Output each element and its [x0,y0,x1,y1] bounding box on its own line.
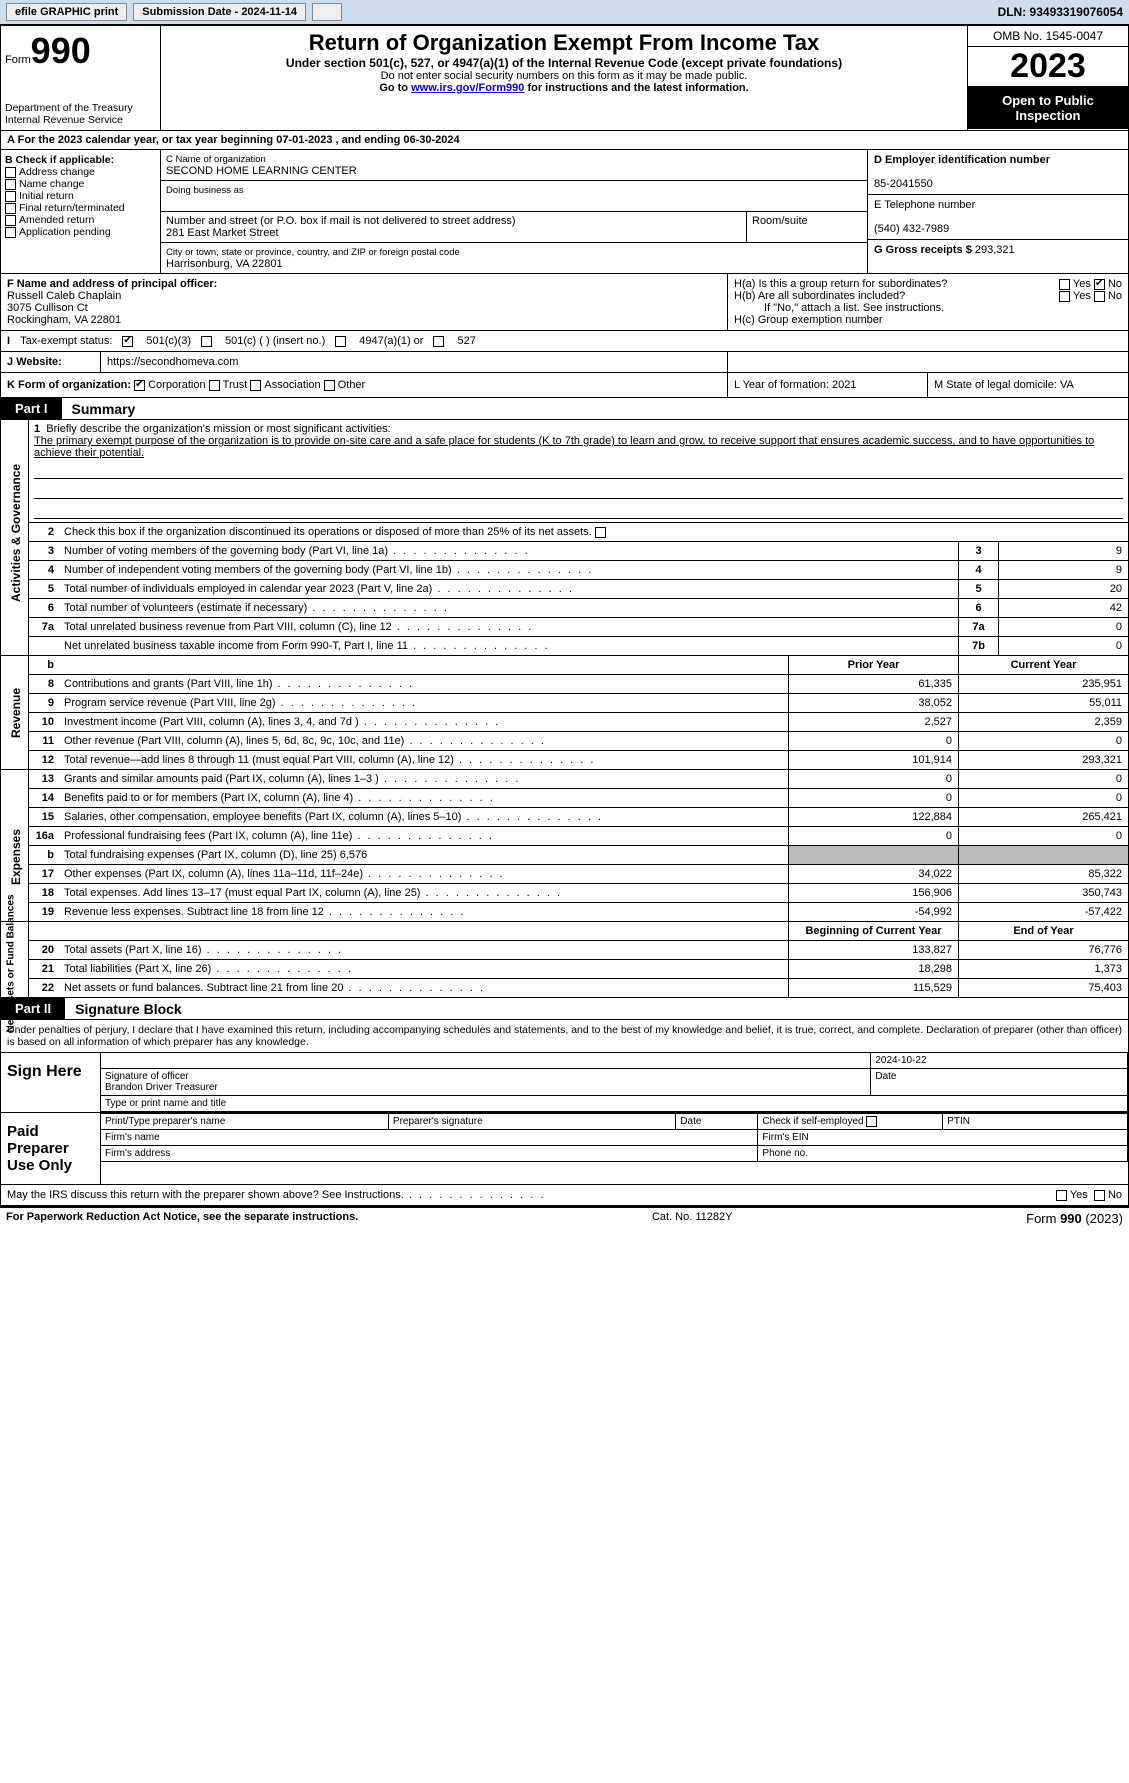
exp-section: Expenses 13Grants and similar amounts pa… [0,770,1129,922]
telephone: (540) 432-7989 [874,223,949,235]
officer-block: F Name and address of principal officer:… [0,274,1129,331]
form-word: Form [5,54,31,66]
hb-yes[interactable] [1059,291,1070,302]
chk-address[interactable] [5,167,16,178]
irs-link[interactable]: www.irs.gov/Form990 [411,82,524,94]
chk-amended[interactable] [5,215,16,226]
cal-year-row: A For the 2023 calendar year, or tax yea… [0,131,1129,150]
chk-501c[interactable] [201,336,212,347]
dln: DLN: 93493319076054 [998,5,1123,19]
header-goto: Go to www.irs.gov/Form990 for instructio… [165,82,963,94]
chk-initial[interactable] [5,191,16,202]
section-c: C Name of organizationSECOND HOME LEARNI… [161,150,868,273]
may-irs-row: May the IRS discuss this return with the… [0,1185,1129,1206]
omb: OMB No. 1545-0047 [968,26,1128,47]
gross-receipts: 293,321 [975,244,1015,256]
may-no[interactable] [1094,1190,1105,1201]
section-d: D Employer identification number85-20415… [868,150,1128,273]
info-block: B Check if applicable: Address change Na… [0,150,1129,274]
chk-self-employed[interactable] [866,1116,877,1127]
tax-year: 2023 [968,47,1128,87]
footer: For Paperwork Reduction Act Notice, see … [0,1206,1129,1229]
gov-section: Activities & Governance 1 Briefly descri… [0,420,1129,656]
tax-status-row: I Tax-exempt status: 501(c)(3) 501(c) ( … [0,331,1129,352]
street: 281 East Market Street [166,227,279,239]
chk-assoc[interactable] [250,380,261,391]
mission-block: 1 Briefly describe the organization's mi… [29,420,1128,523]
submission-btn[interactable]: Submission Date - 2024-11-14 [133,3,306,21]
officer-name: Russell Caleb Chaplain [7,290,121,302]
chk-527[interactable] [433,336,444,347]
header: Form990 Department of the Treasury Inter… [0,25,1129,131]
rev-section: Revenue bPrior YearCurrent Year 8Contrib… [0,656,1129,770]
efile-btn[interactable]: efile GRAPHIC print [6,3,127,21]
blank-btn[interactable] [312,3,342,21]
topbar: efile GRAPHIC print Submission Date - 20… [0,0,1129,25]
chk-501c3[interactable] [122,336,133,347]
chk-trust[interactable] [209,380,220,391]
chk-final[interactable] [5,203,16,214]
part2-header: Part II Signature Block [0,998,1129,1020]
hb-no[interactable] [1094,291,1105,302]
ein: 85-2041550 [874,178,933,190]
officer-sig: Brandon Driver Treasurer [105,1082,218,1093]
sign-date: 2024-10-22 [871,1053,1128,1069]
mission-text: The primary exempt purpose of the organi… [34,435,1094,459]
part1-header: Part I Summary [0,398,1129,420]
state-domicile: M State of legal domicile: VA [928,373,1128,397]
form-org-row: K Form of organization: Corporation Trus… [0,373,1129,398]
website-row: J Website: https://secondhomeva.com [0,352,1129,373]
net-section: Net Assets or Fund Balances Beginning of… [0,922,1129,998]
chk-4947[interactable] [335,336,346,347]
chk-other[interactable] [324,380,335,391]
header-ssn: Do not enter social security numbers on … [165,70,963,82]
city: Harrisonburg, VA 22801 [166,258,283,270]
year-formation: L Year of formation: 2021 [728,373,928,397]
header-title: Return of Organization Exempt From Incom… [165,30,963,56]
sign-here-block: Sign Here 2024-10-22 Signature of office… [0,1053,1129,1113]
perjury-text: Under penalties of perjury, I declare th… [0,1020,1129,1053]
chk-pending[interactable] [5,227,16,238]
website-url: https://secondhomeva.com [101,352,728,372]
may-yes[interactable] [1056,1190,1067,1201]
chk-corp[interactable] [134,380,145,391]
header-sub: Under section 501(c), 527, or 4947(a)(1)… [165,56,963,70]
dept: Department of the Treasury Internal Reve… [5,102,156,126]
org-name: SECOND HOME LEARNING CENTER [166,165,357,177]
section-b: B Check if applicable: Address change Na… [1,150,161,273]
form-number: 990 [31,30,91,71]
paid-preparer-block: Paid Preparer Use Only Print/Type prepar… [0,1113,1129,1185]
chk-name[interactable] [5,179,16,190]
ha-no[interactable] [1094,279,1105,290]
ha-yes[interactable] [1059,279,1070,290]
inspect: Open to Public Inspection [968,87,1128,129]
chk-discontinued[interactable] [595,527,606,538]
